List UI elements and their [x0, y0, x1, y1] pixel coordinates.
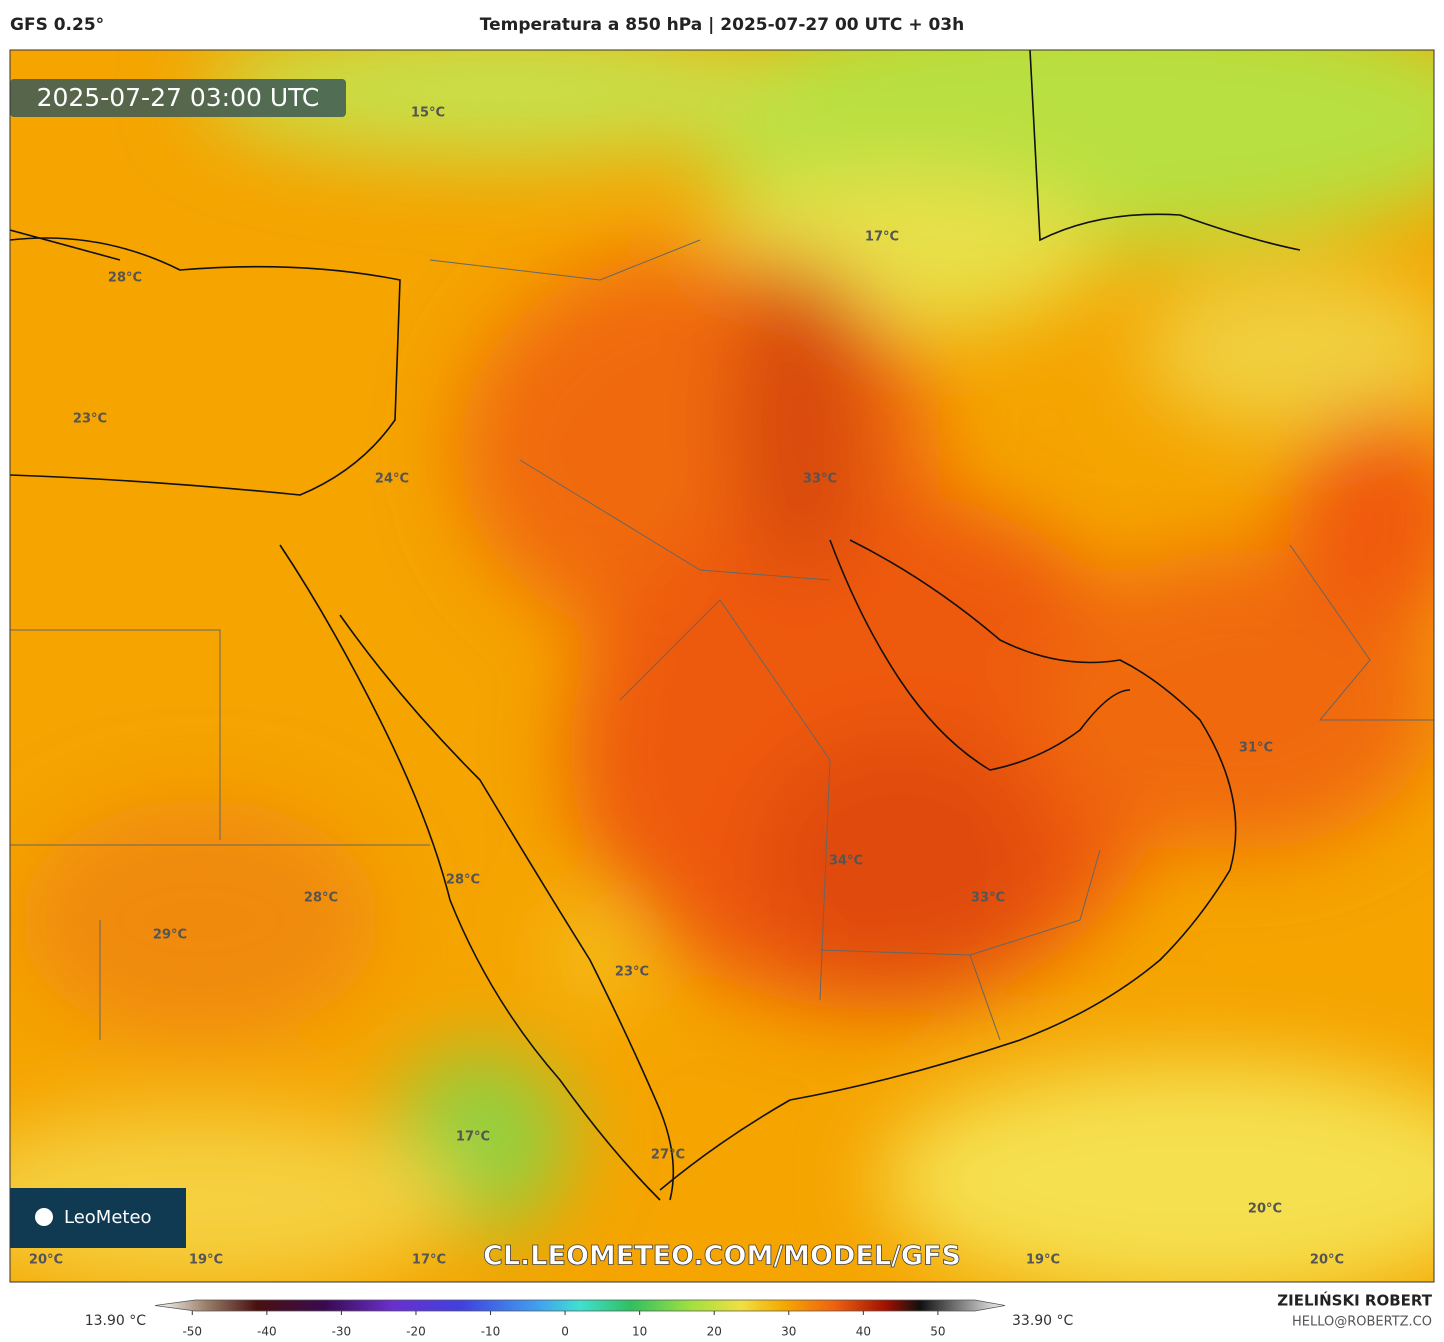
temperature-label: 20°C — [29, 1253, 63, 1268]
colorbar-tick-label: 40 — [856, 1325, 871, 1339]
temperature-label: 20°C — [1248, 1202, 1282, 1217]
colorbar-tick-label: -20 — [406, 1325, 426, 1339]
colorbar-tick-label: 0 — [561, 1325, 569, 1339]
temperature-label: 33°C — [803, 472, 837, 487]
map: 2025-07-27 03:00 UTC 15°C 28°C 23°C 24°C 17°… — [10, 50, 1434, 1282]
author: ZIELIŃSKI ROBERT — [1277, 1291, 1432, 1310]
colorbar-tick-label: 10 — [632, 1325, 647, 1339]
temperature-label: 28°C — [304, 891, 338, 906]
temperature-label: 28°C — [446, 873, 480, 888]
temperature-label: 34°C — [829, 854, 863, 869]
temperature-label: 23°C — [73, 412, 107, 427]
temperature-label: 29°C — [153, 928, 187, 943]
logo: LeoMeteo — [64, 1207, 152, 1228]
colorbar-tick-label: 50 — [930, 1325, 945, 1339]
temperature-label: 17°C — [456, 1130, 490, 1145]
colorbar-max: 33.90 °C — [1012, 1313, 1074, 1329]
temperature-label: 24°C — [375, 472, 409, 487]
colorbar-tick-label: -10 — [481, 1325, 501, 1339]
colorbar-tick-label: 20 — [707, 1325, 722, 1339]
timestamp: 2025-07-27 03:00 UTC — [37, 83, 320, 112]
colorbar-bar — [154, 1299, 1006, 1312]
colorbar-min: 13.90 °C — [85, 1313, 147, 1329]
temperature-label: 17°C — [412, 1253, 446, 1268]
temperature-label: 33°C — [971, 891, 1005, 906]
colorbar-tick-label: -50 — [182, 1325, 202, 1339]
map-title: Temperatura a 850 hPa | 2025-07-27 00 UT… — [480, 15, 965, 35]
colorbar: -50 -40 -30 -20 -10 0 10 20 30 40 50 — [154, 1299, 1006, 1339]
model-name: GFS 0.25° — [10, 15, 104, 35]
temperature-label: 15°C — [411, 106, 445, 121]
temperature-label: 23°C — [615, 965, 649, 980]
temperature-label: 17°C — [865, 230, 899, 245]
colorbar-tick-label: 30 — [781, 1325, 796, 1339]
temperature-label: 28°C — [108, 271, 142, 286]
temperature-label: 31°C — [1239, 741, 1273, 756]
watermark: CL.LEOMETEO.COM/MODEL/GFS — [483, 1241, 961, 1272]
email: HELLO@ROBERTZ.CO — [1292, 1315, 1432, 1330]
colorbar-tick-label: -30 — [332, 1325, 352, 1339]
temperature-label: 19°C — [189, 1253, 223, 1268]
temperature-label: 27°C — [651, 1148, 685, 1163]
temperature-label: 20°C — [1310, 1253, 1344, 1268]
temperature-label: 19°C — [1026, 1253, 1060, 1268]
colorbar-tick-label: -40 — [257, 1325, 277, 1339]
